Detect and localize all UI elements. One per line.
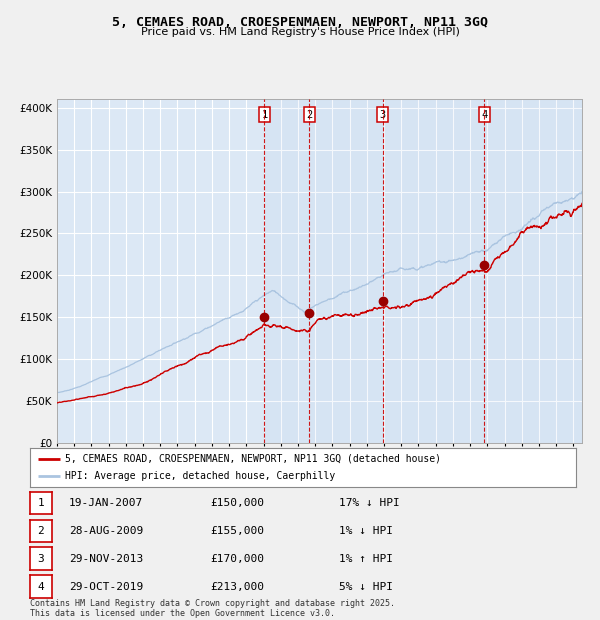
Bar [265,99,582,443]
Text: Contains HM Land Registry data © Crown copyright and database right 2025.
This d: Contains HM Land Registry data © Crown c… [30,599,395,618]
Text: 29-OCT-2019: 29-OCT-2019 [69,582,143,591]
Text: £213,000: £213,000 [210,582,264,591]
Text: 29-NOV-2013: 29-NOV-2013 [69,554,143,564]
Text: 1: 1 [261,110,268,120]
Text: HPI: Average price, detached house, Caerphilly: HPI: Average price, detached house, Caer… [65,471,336,481]
Text: £170,000: £170,000 [210,554,264,564]
Text: £155,000: £155,000 [210,526,264,536]
Text: Price paid vs. HM Land Registry's House Price Index (HPI): Price paid vs. HM Land Registry's House … [140,27,460,37]
Text: 3: 3 [379,110,386,120]
Text: 1% ↓ HPI: 1% ↓ HPI [339,526,393,536]
Text: 5, CEMAES ROAD, CROESPENMAEN, NEWPORT, NP11 3GQ: 5, CEMAES ROAD, CROESPENMAEN, NEWPORT, N… [112,16,488,29]
Text: 5% ↓ HPI: 5% ↓ HPI [339,582,393,591]
Text: 3: 3 [37,554,44,564]
Text: 4: 4 [481,110,488,120]
Text: 17% ↓ HPI: 17% ↓ HPI [339,498,400,508]
Text: £150,000: £150,000 [210,498,264,508]
Text: 1% ↑ HPI: 1% ↑ HPI [339,554,393,564]
Text: 2: 2 [37,526,44,536]
Text: 19-JAN-2007: 19-JAN-2007 [69,498,143,508]
Text: 5, CEMAES ROAD, CROESPENMAEN, NEWPORT, NP11 3GQ (detached house): 5, CEMAES ROAD, CROESPENMAEN, NEWPORT, N… [65,454,442,464]
Text: 1: 1 [37,498,44,508]
Text: 2: 2 [306,110,313,120]
Text: 4: 4 [37,582,44,591]
Text: 28-AUG-2009: 28-AUG-2009 [69,526,143,536]
